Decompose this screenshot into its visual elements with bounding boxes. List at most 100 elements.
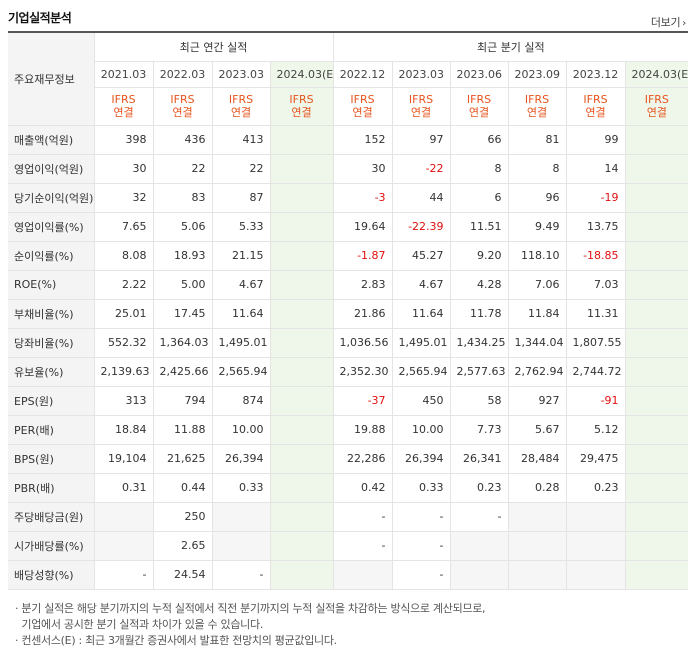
- table-cell: [94, 531, 154, 561]
- note-line-2: 기업에서 공시한 분기 실적과 차이가 있을 수 있습니다.: [8, 617, 688, 633]
- table-cell: [566, 560, 626, 590]
- basis-line-1: IFRS: [170, 93, 195, 106]
- table-cell: 5.06: [153, 211, 213, 242]
- table-cell: 450: [392, 385, 451, 416]
- table-cell: [625, 270, 689, 300]
- table-cell: 5.00: [153, 270, 213, 300]
- basis-line-2: 연결: [526, 106, 548, 119]
- table-cell: 313: [94, 385, 154, 416]
- table-cell: 44: [392, 183, 451, 213]
- table-cell: 2.65: [153, 531, 213, 561]
- page-title: 기업실적분석: [8, 11, 72, 25]
- basis-line-2: 연결: [468, 106, 490, 119]
- table-cell: 2,577.63: [450, 357, 509, 387]
- table-cell: 45.27: [392, 241, 451, 271]
- table-cell: 874: [212, 385, 271, 416]
- period-header: 2022.12: [332, 61, 393, 88]
- table-cell: 7.06: [508, 270, 567, 300]
- group-quarterly: 최근 분기 실적: [332, 32, 689, 62]
- table-cell: 118.10: [508, 241, 567, 271]
- accounting-basis-link[interactable]: IFRS 연결: [566, 87, 626, 126]
- table-cell: 26,341: [450, 444, 509, 474]
- table-cell: 1,344.04: [508, 328, 567, 358]
- accounting-basis-link[interactable]: IFRS 연결: [153, 87, 213, 126]
- accounting-basis-link[interactable]: IFRS 연결: [625, 87, 689, 126]
- period-header: 2023.03: [212, 61, 271, 88]
- table-cell: [270, 415, 334, 445]
- bullet: ·: [15, 602, 19, 615]
- basis-line-1: IFRS: [350, 93, 375, 106]
- period-header: 2023.12: [566, 61, 626, 88]
- table-body: 매출액(억원) 398 436 413 152 97 66 81 99 영업이익(억원) 30 22 2…: [8, 124, 689, 590]
- accounting-basis-link[interactable]: IFRS 연결: [508, 87, 567, 126]
- table-cell: 927: [508, 385, 567, 416]
- table-cell: 2,565.94: [212, 357, 271, 387]
- period-header: 2024.03(E): [625, 61, 689, 88]
- table-cell: [332, 560, 393, 590]
- table-cell: 1,364.03: [153, 328, 213, 358]
- more-link[interactable]: 더보기 ›: [651, 14, 686, 30]
- row-label: ROE(%): [8, 270, 95, 300]
- table-cell: -: [392, 501, 451, 532]
- table-cell: [270, 154, 334, 184]
- table-cell: 11.31: [566, 298, 626, 329]
- table-row: 영업이익률(%) 7.65 5.06 5.33 19.64 -22.39 11.51 9.49…: [8, 211, 689, 242]
- table-cell: 4.28: [450, 270, 509, 300]
- table-cell: 13.75: [566, 211, 626, 242]
- period-row: 2021.03 2022.03 2023.03 2024.03(E) 2022.12 20…: [8, 61, 689, 88]
- table-cell: -3: [332, 183, 393, 213]
- table-cell: [270, 531, 334, 561]
- table-cell: 0.33: [392, 473, 451, 503]
- accounting-basis-link[interactable]: IFRS 연결: [94, 87, 154, 126]
- table-cell: [270, 444, 334, 474]
- table-cell: 0.28: [508, 473, 567, 503]
- table-cell: [625, 415, 689, 445]
- table-cell: 5.12: [566, 415, 626, 445]
- table-cell: [270, 560, 334, 590]
- accounting-basis-link[interactable]: IFRS 연결: [212, 87, 271, 126]
- accounting-basis-link[interactable]: IFRS 연결: [270, 87, 334, 126]
- accounting-basis-link[interactable]: IFRS 연결: [392, 87, 451, 126]
- row-label: 배당성향(%): [8, 560, 95, 590]
- basis-line-2: 연결: [585, 106, 606, 119]
- row-header-label: 주요재무정보: [8, 32, 95, 126]
- basis-line-2: 연결: [410, 106, 432, 119]
- table-cell: 6: [450, 183, 509, 213]
- row-label: EPS(원): [8, 385, 95, 416]
- table-cell: 2,139.63: [94, 357, 154, 387]
- table-cell: 14: [566, 154, 626, 184]
- accounting-basis-link[interactable]: IFRS 연결: [332, 87, 393, 126]
- table-cell: 0.31: [94, 473, 154, 503]
- accounting-basis-link[interactable]: IFRS 연결: [450, 87, 509, 126]
- basis-line-2: 연결: [352, 106, 373, 119]
- row-label: 순이익률(%): [8, 241, 95, 271]
- period-header: 2023.09: [508, 61, 567, 88]
- table-cell: -37: [332, 385, 393, 416]
- table-cell: [625, 501, 689, 532]
- row-label: PBR(배): [8, 473, 95, 503]
- table-cell: [625, 241, 689, 271]
- table-cell: 8.08: [94, 241, 154, 271]
- table-cell: 7.03: [566, 270, 626, 300]
- table-row: 부채비율(%) 25.01 17.45 11.64 21.86 11.64 11.78 11.…: [8, 298, 689, 329]
- row-label: 유보율(%): [8, 357, 95, 387]
- table-cell: 1,434.25: [450, 328, 509, 358]
- table-cell: [625, 154, 689, 184]
- table-cell: -: [450, 501, 509, 532]
- table-cell: 2.83: [332, 270, 393, 300]
- table-cell: -18.85: [566, 241, 626, 271]
- table-cell: [212, 531, 271, 561]
- row-label: 시가배당률(%): [8, 531, 95, 561]
- table-cell: 2,425.66: [153, 357, 213, 387]
- period-header: 2023.03: [392, 61, 451, 88]
- table-cell: [508, 531, 567, 561]
- table-cell: 26,394: [392, 444, 451, 474]
- basis-line-1: IFRS: [466, 93, 492, 106]
- table-cell: 96: [508, 183, 567, 213]
- table-row: EPS(원) 313 794 874 -37 450 58 927 -91: [8, 385, 689, 416]
- table-cell: 32: [94, 183, 154, 213]
- table-row: 주당배당금(원) 250- - -: [8, 501, 689, 532]
- table-cell: 19,104: [94, 444, 154, 474]
- table-row: 배당성향(%) -24.54- -: [8, 560, 689, 590]
- table-cell: 21.86: [332, 298, 393, 329]
